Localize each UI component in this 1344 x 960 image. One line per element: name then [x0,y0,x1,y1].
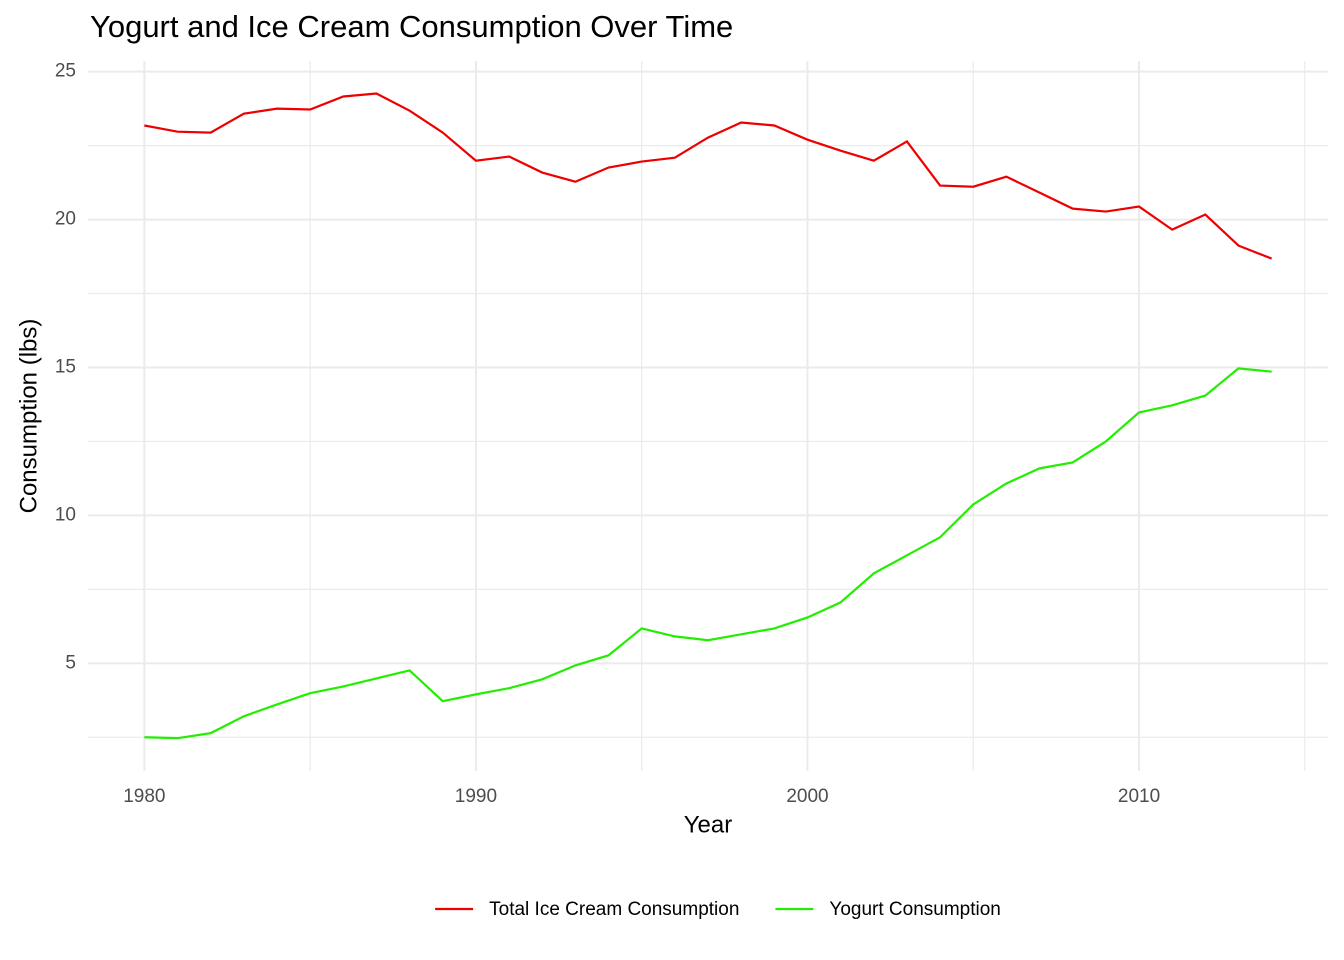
x-axis-label: Year [684,811,733,838]
y-tick-label: 10 [55,504,76,525]
series-line [144,367,1272,740]
x-tick-label: 2000 [786,786,828,807]
grid [88,61,1328,771]
legend-label: Yogurt Consumption [829,899,1000,920]
x-tick-label: 1990 [455,786,497,807]
y-tick-label: 5 [65,652,76,673]
lines [144,92,1273,740]
series-line [144,92,1273,260]
chart-title: Yogurt and Ice Cream Consumption Over Ti… [90,9,733,44]
y-tick-label: 25 [55,61,76,82]
y-axis-label: Consumption (lbs) [15,319,42,514]
x-tick-label: 2010 [1118,786,1160,807]
legend-label: Total Ice Cream Consumption [489,899,739,920]
y-tick-label: 20 [55,209,76,230]
legend: Total Ice Cream Consumption Yogurt Consum… [435,899,1001,920]
y-tick-label: 15 [55,356,76,377]
x-tick-label: 1980 [123,786,165,807]
